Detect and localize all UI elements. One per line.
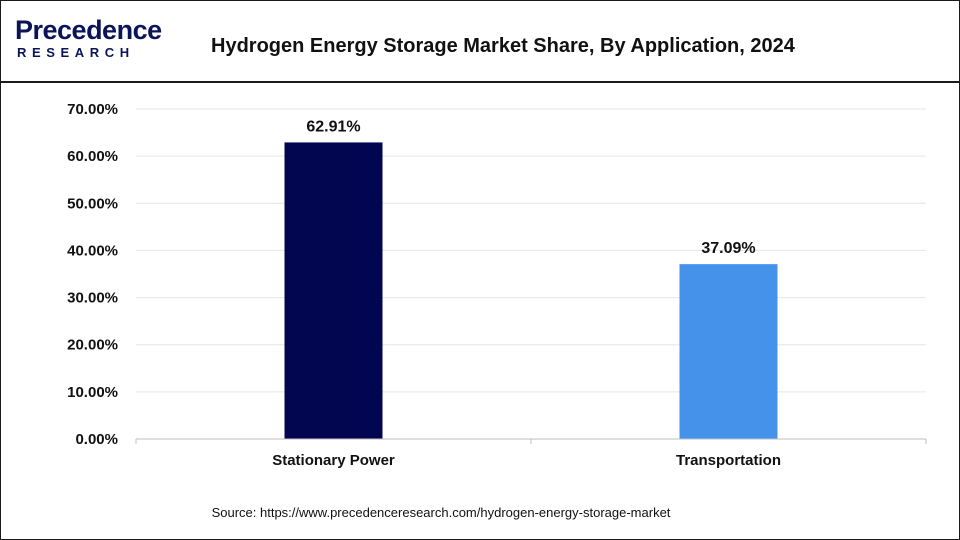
- data-label: 37.09%: [701, 240, 755, 257]
- x-axis: Stationary Power Transportation: [135, 438, 927, 469]
- bar-1: [679, 264, 778, 439]
- bar-0: [284, 142, 383, 439]
- x-category-label: Stationary Power: [272, 452, 395, 469]
- gridlines: [136, 108, 926, 393]
- source-note: Source: https://www.precedenceresearch.c…: [211, 505, 671, 520]
- y-tick-label: 10.00%: [67, 384, 118, 401]
- y-tick-label: 50.00%: [67, 195, 118, 212]
- brand-logo: Precedence RESEARCH: [15, 15, 165, 65]
- y-tick-label: 70.00%: [67, 101, 118, 118]
- bars: [284, 142, 778, 439]
- y-tick-label: 60.00%: [67, 148, 118, 165]
- header: Precedence RESEARCH Hydrogen Energy Stor…: [1, 1, 959, 81]
- brand-sub: RESEARCH: [17, 45, 135, 60]
- brand-name: Precedence: [15, 15, 162, 45]
- chart-title: Hydrogen Energy Storage Market Share, By…: [211, 35, 795, 57]
- header-divider: [1, 81, 959, 83]
- y-tick-label: 20.00%: [67, 337, 118, 354]
- data-labels: 62.91% 37.09%: [306, 118, 755, 257]
- y-tick-label: 30.00%: [67, 290, 118, 307]
- data-label: 62.91%: [306, 118, 360, 135]
- y-tick-label: 40.00%: [67, 242, 118, 259]
- x-category-label: Transportation: [676, 452, 781, 469]
- y-axis-ticks: 0.00% 10.00% 20.00% 30.00% 40.00% 50.00% 60.00…: [67, 101, 118, 448]
- bar-chart: 0.00% 10.00% 20.00% 30.00% 40.00% 50.00% 60.00…: [67, 101, 927, 469]
- y-tick-label: 0.00%: [75, 431, 118, 448]
